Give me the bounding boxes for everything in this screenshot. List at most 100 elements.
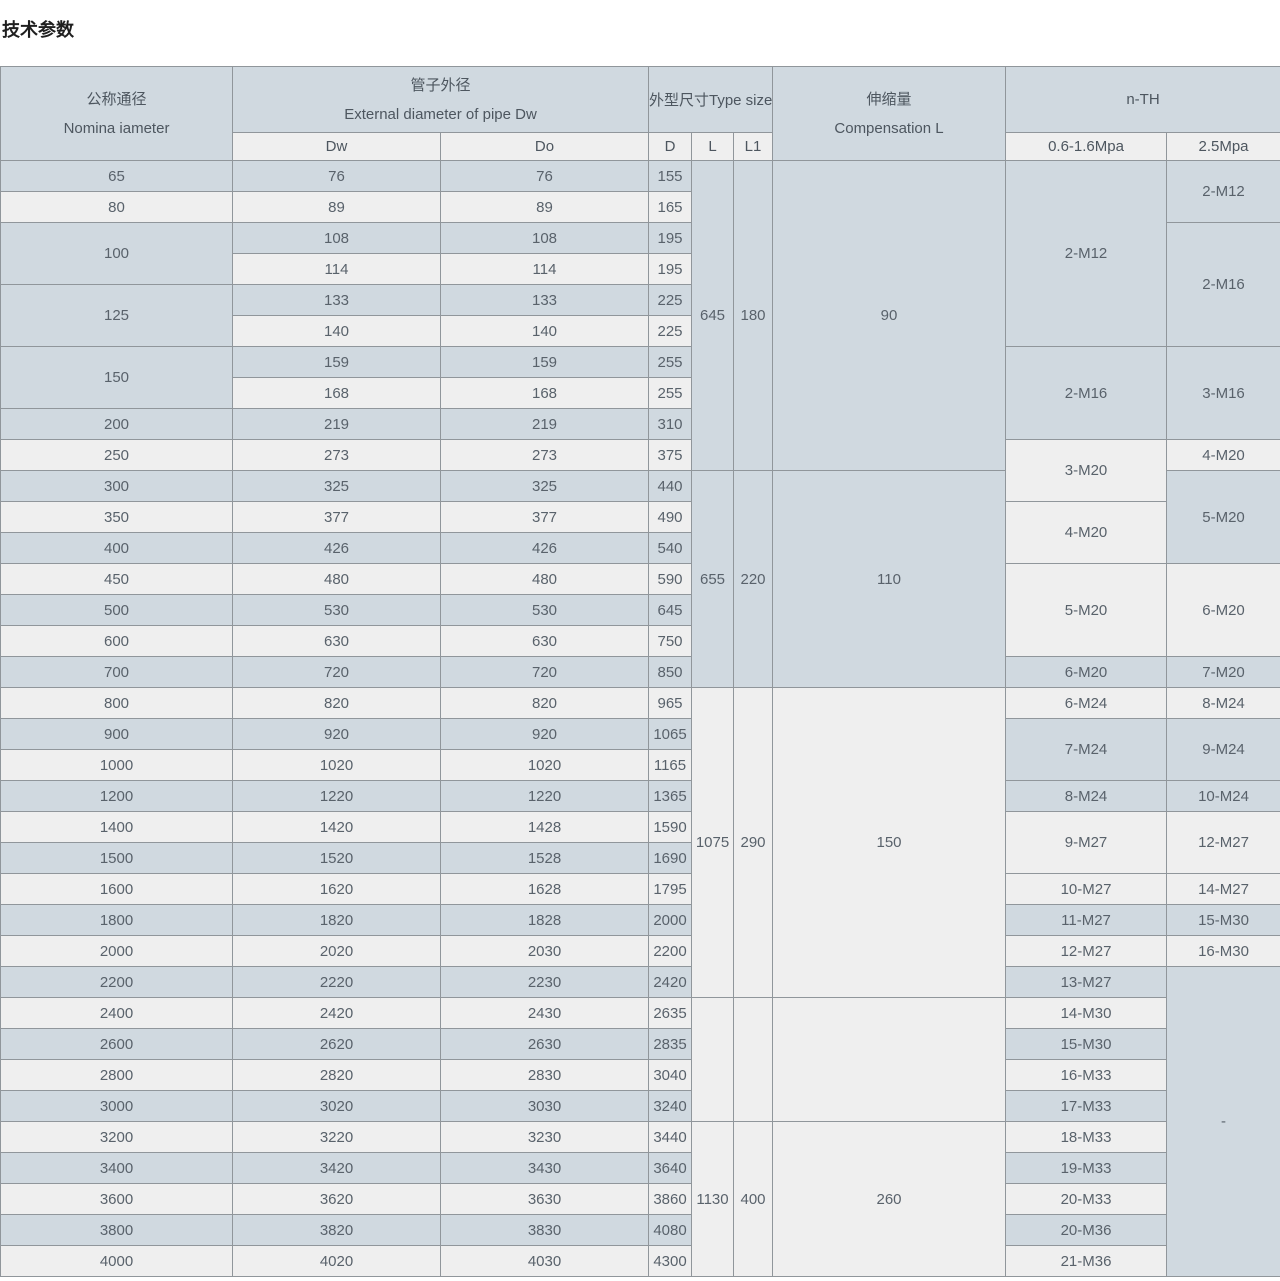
table-row: 300 325 325 440 655 220 110 5-M20 bbox=[0, 470, 1280, 688]
cell-d: 4080 bbox=[648, 1214, 692, 1246]
cell-dw: 159 bbox=[232, 346, 441, 378]
cell-nominal-diameter: 200 bbox=[0, 408, 233, 440]
cell-d: 225 bbox=[648, 315, 692, 347]
cell-do: 630 bbox=[440, 625, 649, 657]
cell-nominal-diameter: 3800 bbox=[0, 1214, 233, 1246]
cell-do: 1020 bbox=[440, 749, 649, 781]
cell-d: 2420 bbox=[648, 966, 692, 998]
cell-l: 1130 bbox=[691, 1121, 734, 1277]
table-row: 1500 1520 1528 1690 bbox=[0, 842, 1280, 874]
table-row: 3600 3620 3630 3860 20-M33 bbox=[0, 1183, 1280, 1215]
cell-d: 155 bbox=[648, 160, 692, 192]
cell-nth-low-pressure: 4-M20 bbox=[1005, 501, 1168, 564]
header-nominal-diameter-zh: 公称通径 bbox=[86, 90, 147, 108]
cell-d: 1065 bbox=[648, 718, 692, 750]
cell-dw: 377 bbox=[232, 501, 441, 533]
cell-nth-low-pressure: 16-M33 bbox=[1005, 1059, 1168, 1091]
header-pipe-outer-diameter: 管子外径 External diameter of pipe Dw bbox=[232, 66, 649, 133]
cell-d: 590 bbox=[648, 563, 692, 595]
cell-l1: 220 bbox=[732, 470, 774, 688]
header-do: Do bbox=[440, 132, 649, 161]
cell-compensation: 90 bbox=[772, 160, 1007, 471]
table-row: 2800 2820 2830 3040 16-M33 bbox=[0, 1059, 1280, 1091]
cell-do: 820 bbox=[440, 687, 649, 719]
cell-l1 bbox=[732, 997, 774, 1122]
cell-nth-high-pressure: 2-M16 bbox=[1166, 222, 1280, 347]
cell-nth-low-pressure: 20-M33 bbox=[1005, 1183, 1168, 1215]
cell-d: 3040 bbox=[648, 1059, 692, 1091]
cell-nominal-diameter: 300 bbox=[0, 470, 233, 502]
cell-nth-high-pressure: 8-M24 bbox=[1166, 687, 1280, 719]
cell-dw: 3420 bbox=[232, 1152, 441, 1184]
table-row: 450 480 480 590 5-M20 6-M20 bbox=[0, 563, 1280, 657]
cell-dw: 89 bbox=[232, 191, 441, 223]
cell-do: 114 bbox=[440, 253, 649, 285]
cell-nth-low-pressure: 15-M30 bbox=[1005, 1028, 1168, 1060]
cell-do: 3030 bbox=[440, 1090, 649, 1122]
cell-dw: 2220 bbox=[232, 966, 441, 998]
cell-nominal-diameter: 2800 bbox=[0, 1059, 233, 1091]
cell-do: 76 bbox=[440, 160, 649, 192]
header-d: D bbox=[648, 132, 692, 161]
header-compensation-zh: 伸缩量 bbox=[866, 90, 912, 108]
cell-l1: 400 bbox=[732, 1121, 774, 1277]
cell-dw: 114 bbox=[232, 253, 441, 285]
cell-do: 219 bbox=[440, 408, 649, 440]
page-title: 技术参数 bbox=[2, 20, 74, 40]
header-pipe-outer-diameter-zh: 管子外径 bbox=[410, 76, 471, 94]
cell-d: 225 bbox=[648, 284, 692, 316]
cell-l bbox=[691, 997, 734, 1122]
cell-d: 375 bbox=[648, 439, 692, 471]
cell-dw: 1520 bbox=[232, 842, 441, 874]
cell-dw: 168 bbox=[232, 377, 441, 409]
cell-nominal-diameter: 1400 bbox=[0, 811, 233, 843]
cell-dw: 530 bbox=[232, 594, 441, 626]
cell-nominal-diameter: 250 bbox=[0, 439, 233, 471]
cell-dw: 720 bbox=[232, 656, 441, 688]
cell-nominal-diameter: 65 bbox=[0, 160, 233, 192]
cell-nominal-diameter: 900 bbox=[0, 718, 233, 750]
table-row: 80 89 89 165 bbox=[0, 191, 1280, 223]
cell-nth-low-pressure: 20-M36 bbox=[1005, 1214, 1168, 1246]
cell-d: 1365 bbox=[648, 780, 692, 812]
cell-dw: 3620 bbox=[232, 1183, 441, 1215]
cell-nth-low-pressure: 9-M27 bbox=[1005, 811, 1168, 874]
cell-dw: 219 bbox=[232, 408, 441, 440]
cell-l: 655 bbox=[691, 470, 734, 688]
cell-do: 3230 bbox=[440, 1121, 649, 1153]
spec-table-body: 65 76 76 155 645 180 90 2-M12 2-M12 80 89 89 165 100 1… bbox=[0, 160, 1280, 1277]
cell-nth-low-pressure: 14-M30 bbox=[1005, 997, 1168, 1029]
cell-do: 530 bbox=[440, 594, 649, 626]
cell-nominal-diameter: 800 bbox=[0, 687, 233, 719]
cell-compensation bbox=[772, 997, 1007, 1122]
cell-d: 1690 bbox=[648, 842, 692, 874]
header-dw: Dw bbox=[232, 132, 441, 161]
cell-do: 325 bbox=[440, 470, 649, 502]
cell-dw: 2020 bbox=[232, 935, 441, 967]
cell-nth-low-pressure: 21-M36 bbox=[1005, 1245, 1168, 1277]
cell-nth-high-pressure: 2-M12 bbox=[1166, 160, 1280, 223]
table-row: 3400 3420 3430 3640 19-M33 bbox=[0, 1152, 1280, 1184]
cell-nth-low-pressure: 2-M16 bbox=[1005, 346, 1168, 440]
cell-d: 850 bbox=[648, 656, 692, 688]
cell-d: 310 bbox=[648, 408, 692, 440]
cell-d: 965 bbox=[648, 687, 692, 719]
cell-nominal-diameter: 2000 bbox=[0, 935, 233, 967]
table-row: 150 159 159 255 2-M16 3-M16 bbox=[0, 346, 1280, 440]
cell-do: 426 bbox=[440, 532, 649, 564]
cell-dw: 273 bbox=[232, 439, 441, 471]
cell-d: 195 bbox=[648, 222, 692, 254]
cell-nth-high-pressure: 9-M24 bbox=[1166, 718, 1280, 781]
header-nominal-diameter: 公称通径 Nomina iameter bbox=[0, 66, 233, 161]
cell-do: 273 bbox=[440, 439, 649, 471]
cell-nominal-diameter: 600 bbox=[0, 625, 233, 657]
cell-nominal-diameter: 3000 bbox=[0, 1090, 233, 1122]
cell-d: 440 bbox=[648, 470, 692, 502]
cell-nominal-diameter: 1500 bbox=[0, 842, 233, 874]
cell-do: 2230 bbox=[440, 966, 649, 998]
cell-dw: 2820 bbox=[232, 1059, 441, 1091]
table-row: 3200 3220 3230 3440 1130 400 260 18-M33 bbox=[0, 1121, 1280, 1277]
header-pipe-outer-diameter-en: External diameter of pipe Dw bbox=[344, 105, 537, 123]
cell-dw: 3020 bbox=[232, 1090, 441, 1122]
cell-nth-high-pressure: 10-M24 bbox=[1166, 780, 1280, 812]
